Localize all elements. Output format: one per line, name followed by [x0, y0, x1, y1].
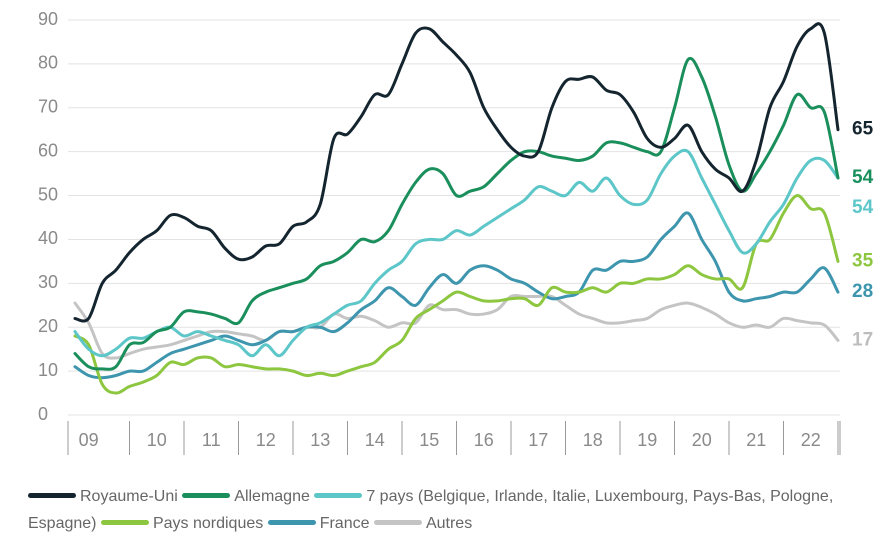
series-line: [73, 211, 840, 380]
legend-label: Allemagne: [234, 488, 310, 505]
y-tick-label: 40: [38, 228, 58, 248]
legend-swatch: [314, 493, 363, 499]
x-tick-label: 11: [202, 430, 221, 450]
series-line: [73, 294, 840, 360]
legend: Royaume-Uni Allemagne 7 pays (Belgique, …: [28, 483, 848, 537]
legend-item: Royaume-Uni: [28, 488, 178, 505]
x-tick-label: 18: [583, 430, 603, 450]
y-tick-label: 50: [38, 184, 58, 204]
legend-swatch: [28, 493, 76, 499]
y-tick-label: 30: [38, 272, 58, 292]
x-tick-label: 20: [692, 430, 712, 450]
y-tick-label: 10: [38, 360, 58, 380]
value-label: 54: [852, 197, 874, 218]
legend-label: 7 pays (Belgique, Irlande, Italie, Luxem…: [28, 488, 834, 532]
legend-item: Pays nordiques: [100, 515, 264, 532]
value-label: 65: [852, 119, 874, 140]
x-tick-label: 19: [637, 430, 657, 450]
chart: 0 10 20 30 40 50 60 70 80 90 09 10 11 12 13 14 15 16 17 18 1…: [38, 9, 874, 455]
x-tick-label: 12: [256, 430, 276, 450]
legend-label: Autres: [425, 515, 473, 532]
legend-item: Allemagne: [182, 488, 310, 505]
y-tick-label: 60: [38, 140, 58, 160]
legend-swatch: [100, 520, 149, 526]
y-tick-label: 0: [38, 404, 48, 424]
x-tick-label: 14: [365, 430, 385, 450]
legend-swatch: [373, 520, 422, 526]
series-line: [73, 194, 840, 395]
x-tick-label: 15: [419, 430, 439, 450]
legend-label: France: [319, 515, 370, 532]
legend-label: Royaume-Uni: [80, 488, 178, 505]
series-line: [73, 22, 840, 323]
legend-swatch: [267, 520, 316, 526]
x-tick-label: 21: [746, 430, 766, 450]
y-tick-label: 90: [38, 9, 58, 29]
x-tick-label: 22: [801, 430, 821, 450]
x-tick-label: 13: [310, 430, 330, 450]
y-tick-label: 70: [38, 97, 58, 117]
y-tick-label: 20: [38, 316, 58, 336]
value-label: 17: [852, 329, 873, 350]
series-line: [73, 148, 840, 358]
x-tick-label: 17: [528, 430, 548, 450]
series-line: [73, 56, 840, 371]
value-label: 28: [852, 281, 873, 302]
legend-item: Autres: [373, 515, 473, 532]
legend-label: Pays nordiques: [152, 515, 264, 532]
legend-item: France: [267, 515, 370, 532]
value-label: 54: [852, 167, 874, 188]
value-label: 35: [852, 250, 874, 271]
legend-swatch: [182, 493, 231, 499]
x-tick-label: 10: [147, 430, 167, 450]
x-tick-label: 16: [474, 430, 494, 450]
y-tick-label: 80: [38, 53, 58, 73]
legend-item: 7 pays (Belgique, Irlande, Italie, Luxem…: [28, 488, 833, 532]
x-tick-label: 09: [79, 430, 99, 450]
